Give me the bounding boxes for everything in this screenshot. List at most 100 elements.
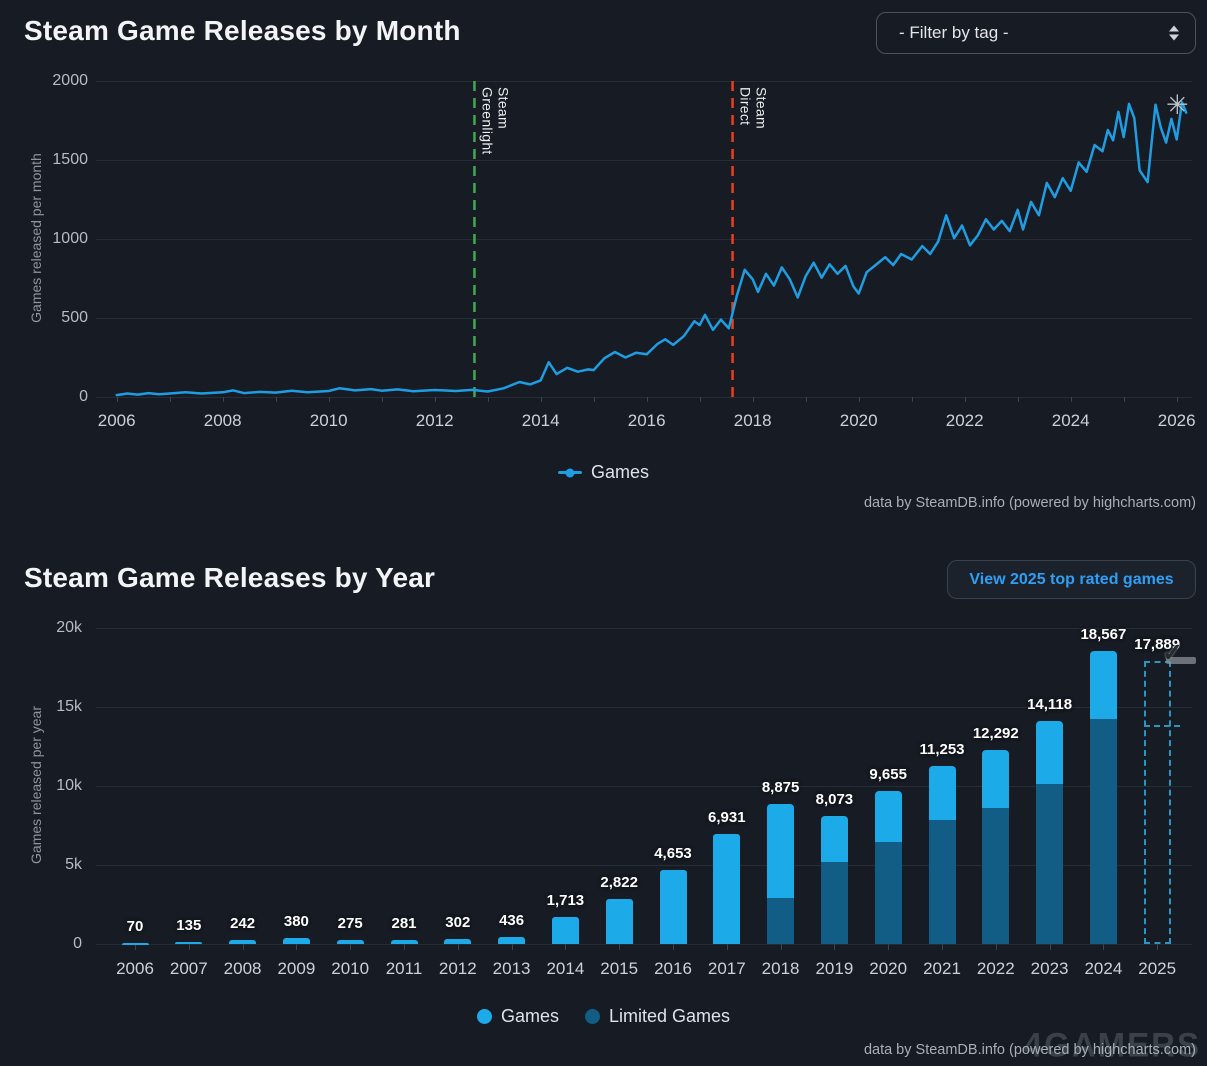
x-tick-2023	[1049, 944, 1051, 950]
x-tick-label: 2018	[761, 959, 800, 978]
bar-games-2020[interactable]	[874, 791, 902, 842]
bar-games-2006[interactable]	[121, 942, 149, 945]
bar-value-label-2008: 242	[230, 915, 256, 933]
legend-item-games[interactable]: Games	[476, 1006, 559, 1027]
x-tick-2016	[646, 397, 648, 402]
bar-games-2019[interactable]	[820, 816, 848, 862]
legend-item-games-line[interactable]: Games	[557, 462, 649, 483]
bar-value-label-2013: 436	[499, 912, 525, 930]
x-tick-2014	[540, 397, 542, 402]
bar-games-2017[interactable]	[713, 834, 741, 944]
bar-games-2012[interactable]	[444, 939, 472, 944]
x-tick-2018	[752, 397, 754, 402]
bar-games-2018[interactable]	[767, 803, 795, 899]
y-tick-label: 15k	[56, 698, 82, 715]
x-tick-2012	[457, 944, 459, 950]
bar-games-2014[interactable]	[551, 916, 579, 944]
bar-value-label-2007: 135	[176, 916, 202, 934]
bar-limited-2019[interactable]	[820, 861, 848, 944]
bar-limited-2024[interactable]	[1089, 719, 1117, 944]
x-tick-label: 2007	[169, 959, 208, 978]
bar-limited-2022[interactable]	[982, 807, 1010, 944]
bar-games-2008[interactable]	[229, 940, 257, 944]
bar-limited-2020[interactable]	[874, 841, 902, 944]
bar-value-label-2020: 9,655	[869, 766, 907, 784]
x-tick-2013	[487, 397, 489, 402]
bar-games-2007[interactable]	[175, 941, 203, 944]
filter-by-tag-value: - Filter by tag -	[899, 23, 1009, 42]
games-series-line[interactable]	[115, 101, 1188, 397]
x-tick-label: 2023	[1030, 959, 1069, 978]
y-axis-title: Games released per month	[28, 153, 44, 323]
x-tick-label: 2019	[815, 959, 854, 978]
x-tick-label: 2008	[203, 411, 242, 430]
x-tick-label: 2024	[1084, 959, 1123, 978]
bar-limited-2018[interactable]	[767, 898, 795, 944]
credits-bottom[interactable]: data by SteamDB.info (powered by highcha…	[863, 1042, 1196, 1058]
x-tick-2011	[381, 397, 383, 402]
bar-value-label-2014: 1,713	[546, 891, 585, 909]
bar-value-label-2024: 18,567	[1080, 625, 1127, 643]
gridline-y-1500	[96, 159, 1192, 161]
legend-item-limited-games[interactable]: Limited Games	[584, 1006, 730, 1027]
bar-forecast-divider-2025	[1143, 725, 1180, 727]
view-top-rated-button[interactable]: View 2025 top rated games	[947, 560, 1196, 599]
bar-games-2010[interactable]	[336, 939, 364, 944]
x-tick-label: 2008	[223, 959, 262, 978]
bar-games-2022[interactable]	[982, 749, 1010, 808]
bar-games-2021[interactable]	[928, 766, 956, 820]
x-tick-2021	[942, 944, 943, 950]
bar-games-2013[interactable]	[498, 937, 526, 944]
y-axis-title: Games released per year	[28, 706, 44, 864]
gridline-y-20000	[96, 627, 1192, 629]
x-tick-label: 2025	[1138, 959, 1177, 978]
yearly-chart-legend: Games Limited Games	[0, 1006, 1207, 1027]
x-tick-2013	[511, 944, 513, 950]
bar-value-label-2016: 4,653	[654, 845, 692, 863]
bar-games-2016[interactable]	[659, 870, 687, 944]
games-line-marker-icon	[557, 468, 582, 477]
y-tick-label: 10k	[56, 777, 82, 794]
bar-limited-2021[interactable]	[928, 819, 956, 944]
filter-by-tag-select[interactable]: - Filter by tag -	[876, 12, 1196, 54]
y-tick-label: 1500	[52, 151, 88, 168]
y-tick-label: 2000	[52, 72, 88, 89]
bar-value-label-2023: 14,118	[1027, 695, 1073, 713]
bar-games-2015[interactable]	[605, 899, 633, 944]
x-tick-2006	[135, 944, 136, 950]
legend-games-label-2: Games	[500, 1006, 559, 1026]
4gamers-watermark: 4GAMERS	[1023, 1025, 1201, 1064]
monthly-line-svg	[115, 81, 1188, 397]
y-tick-label: 0	[73, 935, 82, 952]
bar-value-label-2010: 275	[337, 914, 363, 932]
yearly-chart-title: Steam Game Releases by Year	[24, 562, 436, 593]
x-tick-label: 2010	[309, 411, 348, 430]
x-tick-2018	[780, 944, 782, 950]
x-tick-label: 2006	[97, 411, 136, 430]
x-tick-2012	[434, 397, 436, 402]
bar-limited-2023[interactable]	[1036, 783, 1064, 944]
x-tick-2024	[1103, 944, 1105, 950]
plot-line-label: Steam Greenlight	[479, 87, 512, 155]
x-tick-label: 2012	[438, 959, 477, 978]
x-tick-2009	[296, 944, 298, 950]
credits-top[interactable]: data by SteamDB.info (powered by highcha…	[863, 495, 1196, 511]
y-tick-label: 0	[79, 388, 88, 405]
y-tick-label: 1000	[52, 230, 88, 247]
bar-games-2024[interactable]	[1089, 650, 1117, 719]
bar-forecast-2025[interactable]	[1143, 661, 1171, 944]
bar-games-2011[interactable]	[390, 939, 418, 944]
bar-games-2023[interactable]	[1036, 720, 1064, 784]
x-tick-2015	[619, 944, 621, 950]
x-tick-2025	[1157, 944, 1159, 950]
limited-games-legend-dot-icon	[584, 1009, 600, 1024]
x-tick-2008	[222, 397, 224, 402]
gridline-y-5000	[96, 864, 1192, 866]
bar-games-2009[interactable]	[282, 937, 310, 944]
gridline-y-0	[96, 943, 1192, 945]
x-tick-2020	[858, 397, 860, 402]
x-tick-label: 2020	[869, 959, 908, 978]
gridline-y-10000	[96, 785, 1192, 787]
x-tick-label: 2021	[923, 959, 961, 978]
x-tick-2019	[805, 397, 807, 402]
